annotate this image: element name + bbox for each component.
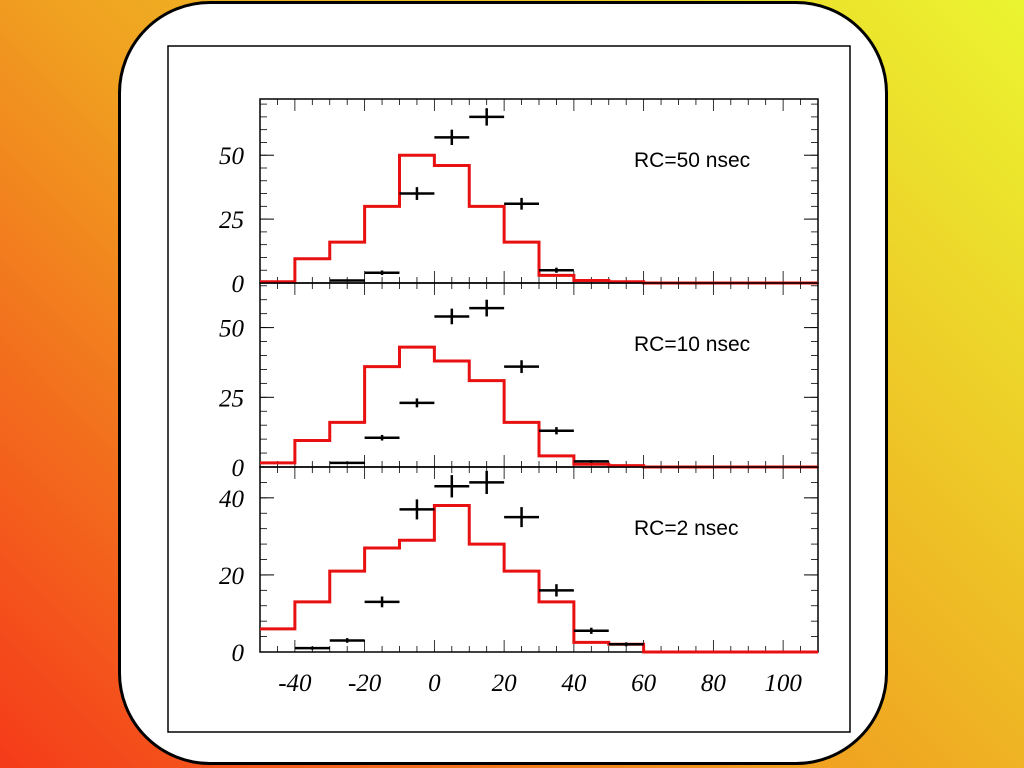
x-tick-label: 20	[492, 670, 518, 697]
figure-frame	[167, 45, 851, 733]
panel-frame	[259, 466, 819, 653]
data-point	[608, 642, 644, 647]
y-tick-label: 25	[219, 385, 244, 412]
data-point	[504, 360, 539, 374]
y-tick-label: 20	[219, 563, 245, 590]
data-point	[504, 507, 539, 528]
data-point	[504, 197, 539, 210]
data-point	[469, 470, 505, 494]
data-point	[329, 638, 365, 643]
y-tick-label: 0	[232, 640, 245, 667]
data-point	[294, 646, 330, 650]
data-point	[469, 299, 505, 317]
panel-3: 0 20 40 RC=2 nsec	[219, 466, 819, 667]
panel-label: RC=2 nsec	[634, 517, 738, 540]
data-point	[399, 187, 435, 200]
panel-1: 0 25 50 RC=50 nsec	[219, 98, 819, 298]
x-tick-label: 0	[428, 670, 441, 697]
y-tick-label: 50	[219, 143, 245, 170]
data-point	[329, 279, 365, 282]
data-point	[399, 398, 435, 408]
panel-2: 0 25 50 RC=10 nsec	[219, 282, 819, 482]
histogram-line	[260, 153, 818, 285]
y-tick-label: 0	[232, 271, 245, 298]
x-tick-label: 40	[561, 670, 587, 697]
data-point	[573, 460, 609, 463]
data-point	[364, 596, 400, 608]
plot-layer: 0 25 50 RC=50 nsec 0 25 50 RC=10 nsec 0 20 40 RC=2 …	[219, 98, 819, 697]
histogram-line	[260, 345, 818, 469]
data-point	[573, 627, 609, 634]
y-tick-label: 0	[232, 455, 245, 482]
data-point	[434, 129, 470, 145]
data-point	[364, 434, 400, 441]
data-point	[434, 475, 470, 498]
x-tick-label: 100	[764, 670, 802, 697]
x-tick-label: -20	[348, 670, 382, 697]
y-tick-label: 25	[219, 207, 244, 234]
panel-label: RC=50 nsec	[634, 149, 750, 172]
data-point	[539, 267, 574, 273]
x-tick-label: 60	[631, 670, 657, 697]
x-tick-label: 80	[701, 670, 727, 697]
x-tick-label: -40	[278, 670, 312, 697]
data-point	[364, 270, 400, 276]
data-point	[539, 584, 574, 597]
data-point	[539, 427, 574, 435]
histogram-line	[260, 504, 818, 654]
data-point	[469, 108, 505, 126]
data-point	[434, 308, 470, 325]
y-tick-label: 40	[219, 486, 245, 513]
data-point	[399, 499, 435, 520]
data-point	[329, 461, 365, 465]
y-tick-label: 50	[219, 316, 245, 343]
panel-label: RC=10 nsec	[634, 333, 750, 356]
